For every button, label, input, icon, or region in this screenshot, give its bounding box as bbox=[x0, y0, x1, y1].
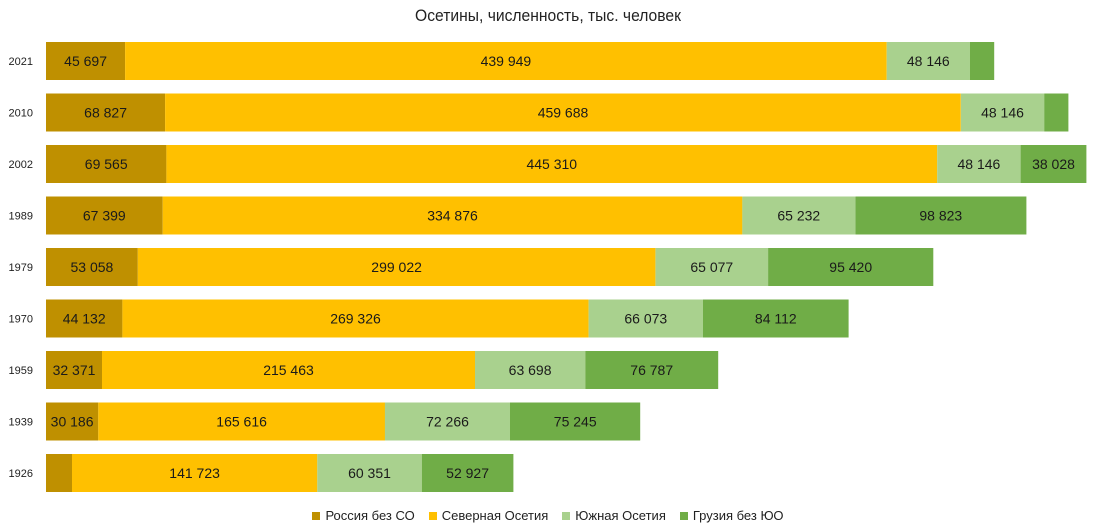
bar-segment bbox=[768, 248, 934, 286]
bar-segment bbox=[137, 248, 656, 286]
data-label: 30 186 bbox=[51, 414, 94, 430]
bar-segment bbox=[72, 454, 318, 492]
bar-segment bbox=[102, 351, 475, 389]
chart-legend: Россия без СО Северная Осетия Южная Осетия… bbox=[0, 508, 1096, 523]
bar-segment bbox=[46, 196, 163, 235]
data-label: 63 698 bbox=[509, 362, 552, 378]
data-label: 334 876 bbox=[427, 208, 478, 224]
bar-segment bbox=[855, 196, 1027, 235]
legend-label: Россия без СО bbox=[325, 508, 415, 523]
data-label: 60 351 bbox=[348, 465, 391, 481]
bar-segment bbox=[98, 402, 386, 441]
bar-segment bbox=[162, 196, 743, 235]
data-label: 48 146 bbox=[907, 53, 950, 69]
bar-segment bbox=[46, 299, 123, 338]
data-label: 98 823 bbox=[919, 208, 962, 224]
y-tick-label: 1926 bbox=[9, 468, 33, 480]
data-label: 269 326 bbox=[330, 311, 381, 327]
bar-segment bbox=[655, 248, 769, 286]
legend-item: Северная Осетия bbox=[428, 508, 549, 523]
legend-swatch bbox=[428, 511, 437, 520]
legend-label: Северная Осетия bbox=[441, 508, 549, 523]
legend-label: Южная Осетия bbox=[575, 508, 666, 523]
data-label: 65 232 bbox=[777, 208, 820, 224]
data-label: 165 616 bbox=[216, 414, 267, 430]
legend-item: Южная Осетия bbox=[562, 508, 666, 523]
y-tick-label: 1959 bbox=[9, 365, 33, 377]
data-label: 67 399 bbox=[83, 208, 126, 224]
bar-segment bbox=[585, 351, 719, 389]
data-label: 53 058 bbox=[70, 259, 113, 275]
data-label: 45 697 bbox=[64, 53, 107, 69]
data-label: 299 022 bbox=[371, 259, 422, 275]
data-label: 65 077 bbox=[690, 259, 733, 275]
bar-segment bbox=[421, 454, 514, 492]
bar-segment bbox=[166, 145, 938, 183]
y-tick-label: 2010 bbox=[9, 108, 33, 120]
bar-segment bbox=[475, 351, 586, 389]
bar-segment bbox=[46, 42, 126, 80]
legend-swatch bbox=[312, 511, 321, 520]
legend-swatch bbox=[679, 511, 688, 520]
bar-segment bbox=[122, 299, 589, 338]
bar-segment bbox=[703, 299, 849, 338]
bar-segment bbox=[886, 42, 970, 80]
bar-segment bbox=[960, 93, 1045, 132]
data-label: 459 688 bbox=[538, 105, 589, 121]
data-label: 66 073 bbox=[624, 311, 667, 327]
bar-segment bbox=[165, 93, 961, 132]
bar-segment bbox=[46, 93, 166, 132]
bar-segment bbox=[937, 145, 1021, 183]
bar-segment bbox=[588, 299, 703, 338]
y-tick-label: 1979 bbox=[9, 262, 33, 274]
legend-swatch bbox=[562, 511, 571, 520]
data-label: 95 420 bbox=[829, 259, 872, 275]
y-tick-label: 2021 bbox=[9, 56, 33, 68]
bar-segment bbox=[742, 196, 856, 235]
y-tick-label: 2002 bbox=[9, 159, 33, 171]
data-label: 68 827 bbox=[84, 105, 127, 121]
bar-segment bbox=[384, 402, 510, 441]
data-label: 141 723 bbox=[169, 465, 220, 481]
bar-segment bbox=[46, 248, 138, 286]
y-tick-label: 1989 bbox=[9, 211, 33, 223]
data-label: 215 463 bbox=[263, 362, 314, 378]
data-label: 48 146 bbox=[957, 156, 1000, 172]
bar-segment bbox=[46, 145, 167, 183]
y-tick-label: 1970 bbox=[9, 314, 33, 326]
data-label: 72 266 bbox=[426, 414, 469, 430]
bar-segment bbox=[317, 454, 422, 492]
data-label: 75 245 bbox=[554, 414, 597, 430]
data-label: 38 028 bbox=[1032, 156, 1075, 172]
data-label: 84 112 bbox=[755, 311, 797, 327]
bar-segment bbox=[1044, 93, 1069, 132]
bar-segment bbox=[46, 454, 72, 492]
bar-segment bbox=[46, 402, 99, 441]
data-label: 48 146 bbox=[981, 105, 1024, 121]
bar-segment bbox=[125, 42, 887, 80]
legend-item: Россия без СО bbox=[312, 508, 415, 523]
bar-segment bbox=[510, 402, 641, 441]
data-label: 44 132 bbox=[63, 311, 106, 327]
legend-item: Грузия без ЮО bbox=[679, 508, 784, 523]
bar-segment bbox=[1020, 145, 1087, 183]
data-label: 76 787 bbox=[630, 362, 673, 378]
data-label: 69 565 bbox=[85, 156, 128, 172]
bar-segment bbox=[970, 42, 995, 80]
y-tick-label: 1939 bbox=[9, 417, 33, 429]
data-label: 439 949 bbox=[481, 53, 532, 69]
data-label: 52 927 bbox=[446, 465, 489, 481]
legend-label: Грузия без ЮО bbox=[692, 508, 784, 523]
chart-title: Осетины, численность, тыс. человек bbox=[415, 6, 681, 25]
data-label: 32 371 bbox=[53, 362, 96, 378]
data-label: 445 310 bbox=[526, 156, 577, 172]
bar-segment bbox=[46, 351, 102, 389]
